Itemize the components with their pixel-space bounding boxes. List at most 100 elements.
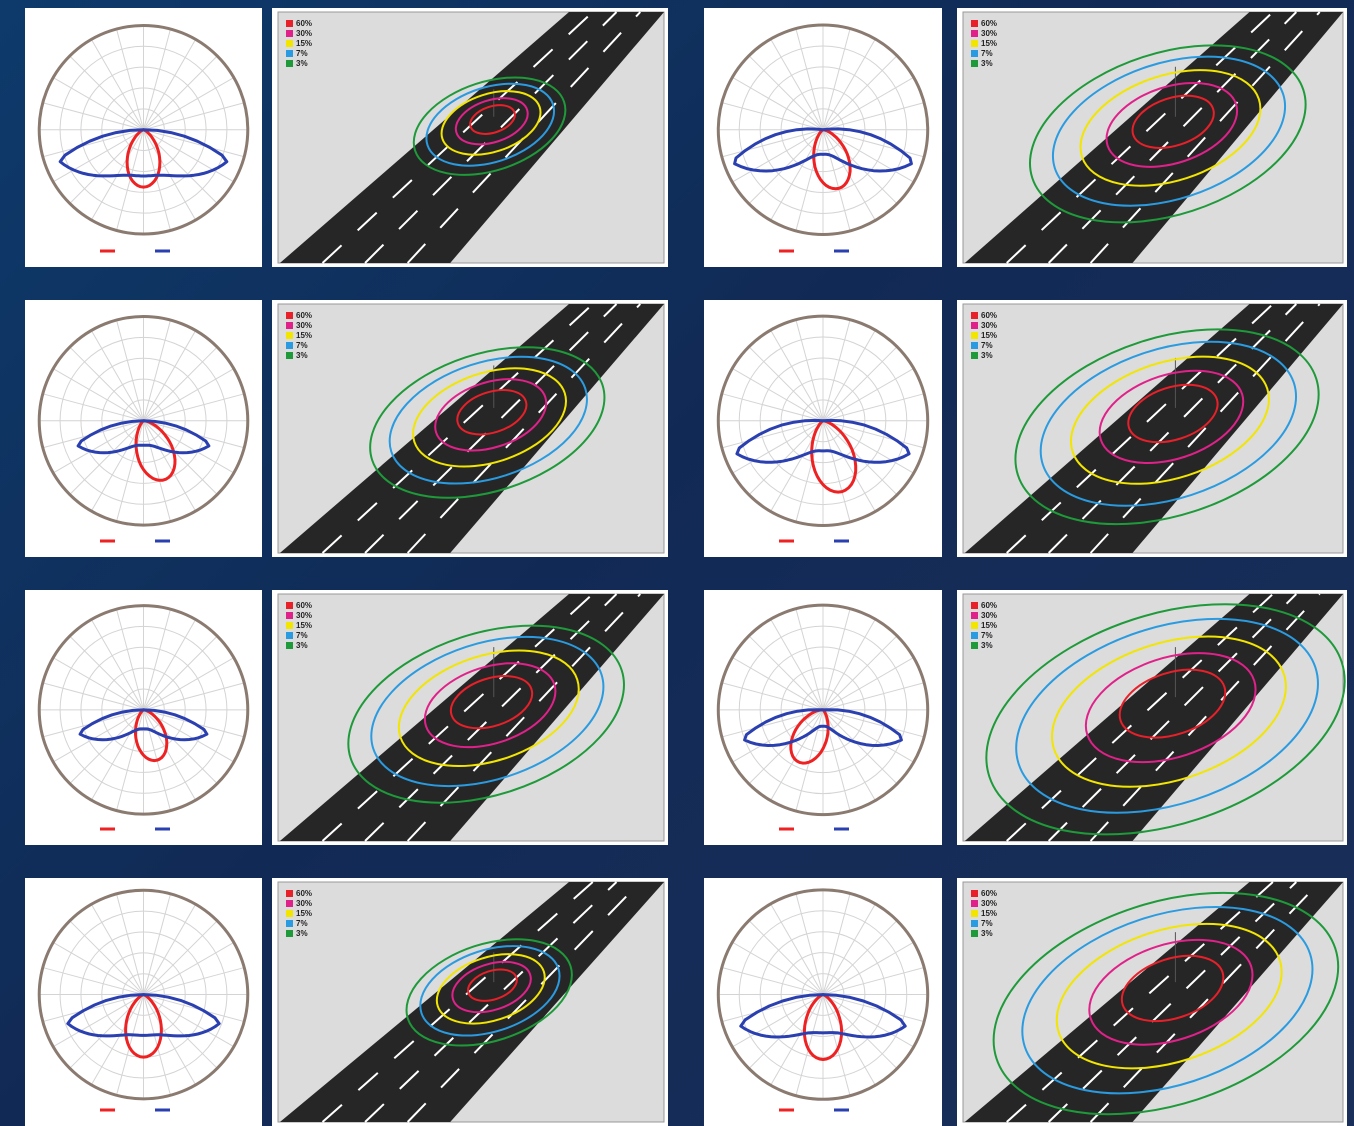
polar-spoke [795, 28, 824, 130]
legend-label: 60% [981, 601, 997, 610]
isolux-contour [405, 938, 573, 1047]
legend-label: 30% [981, 611, 997, 620]
polar-spoke [143, 55, 218, 131]
isolux-contour [985, 603, 1346, 836]
polar-spoke [748, 709, 824, 785]
polar-spoke [143, 393, 245, 422]
polar-spoke [42, 102, 144, 131]
legend-label: 60% [296, 601, 312, 610]
isolux-contour [440, 90, 542, 156]
isolux-contour [1014, 328, 1320, 526]
polar-spoke [42, 967, 144, 996]
lane-marking [1006, 881, 1274, 1123]
lane-marking [406, 11, 642, 264]
polar-rim [716, 23, 930, 236]
lane-marking [1047, 303, 1298, 554]
legend-swatch [286, 642, 293, 649]
legend-swatch [971, 622, 978, 629]
lane-marking [406, 593, 642, 842]
road [279, 882, 665, 1122]
legend-swatch [286, 910, 293, 917]
polar-spoke [822, 994, 914, 1048]
panel: 60%30%15%7%3% [25, 590, 668, 845]
legend-label: 60% [296, 19, 312, 28]
polar-spoke [143, 635, 218, 711]
isolux-contour [1070, 355, 1270, 485]
polar-spoke [143, 709, 218, 784]
legend-label: 60% [981, 19, 997, 28]
isolux-contour [369, 346, 606, 499]
polar-spoke [770, 903, 824, 995]
isolux-contour [1021, 905, 1314, 1095]
panel: 60%30%15%7%3% [25, 300, 668, 557]
legend-swatch [971, 50, 978, 57]
polar-spoke [822, 319, 851, 421]
polar-spoke [822, 420, 876, 512]
polar-spoke [822, 893, 851, 995]
polar-spoke [721, 994, 824, 1023]
polar-rim [716, 314, 930, 528]
polar-spoke [116, 420, 144, 522]
lane-marking [321, 881, 594, 1123]
polar-rim [37, 888, 250, 1101]
lane-marking [364, 881, 618, 1123]
legend-label: 7% [981, 49, 993, 58]
polar-spoke [143, 39, 197, 130]
isolux-contour [1079, 69, 1262, 187]
polar-spoke [42, 682, 144, 711]
polar-spoke [770, 38, 824, 130]
polar-spoke [732, 994, 824, 1048]
polar-rim [37, 604, 250, 816]
polar-spoke [822, 76, 914, 131]
polar-spoke [143, 420, 197, 512]
legend-label: 60% [296, 311, 312, 320]
polar-spoke [822, 920, 898, 995]
polar-spoke [822, 994, 876, 1086]
legend-label: 7% [981, 919, 993, 928]
polar-spoke [52, 709, 144, 763]
lane-marking [406, 881, 641, 1123]
legend-swatch [971, 342, 978, 349]
legend-label: 15% [296, 39, 312, 48]
polar-spoke [748, 420, 824, 496]
isolux-contour [469, 104, 516, 135]
legend-swatch [286, 612, 293, 619]
polar-spoke [822, 994, 851, 1096]
isolux-contour [1131, 94, 1215, 149]
legend-swatch [286, 40, 293, 47]
legend-label: 15% [981, 909, 997, 918]
legend-label: 7% [296, 631, 308, 640]
road [279, 12, 665, 263]
polar-spoke [52, 368, 144, 422]
polar-spoke [90, 39, 144, 130]
polar-rim [37, 23, 250, 236]
legend-swatch [971, 30, 978, 37]
lane-marking [1006, 11, 1274, 264]
isolux-contour [425, 82, 556, 167]
polar-spoke [822, 55, 898, 131]
polar-spoke [822, 38, 876, 130]
polar-spoke [822, 709, 898, 785]
polar-spoke [52, 941, 144, 995]
road [279, 304, 665, 553]
polar-spoke [748, 920, 824, 995]
polar-spoke [90, 994, 144, 1086]
isolux-contour [467, 968, 518, 1002]
legend-swatch [971, 910, 978, 917]
legend-label: 7% [296, 341, 308, 350]
legend-swatch [971, 642, 978, 649]
polar-spoke [822, 682, 925, 711]
polar-spoke [143, 420, 171, 522]
panel: 60%30%15%7%3% [25, 8, 668, 267]
polar-spoke [69, 346, 144, 422]
blue-curve [76, 419, 211, 455]
polar-spoke [52, 129, 144, 183]
legend-swatch [286, 632, 293, 639]
polar-spoke [822, 608, 851, 710]
polar-spoke [822, 367, 914, 422]
legend-swatch [971, 632, 978, 639]
polar-spoke [822, 420, 851, 523]
polar-spoke [748, 346, 824, 422]
isolux-contour [456, 389, 528, 436]
